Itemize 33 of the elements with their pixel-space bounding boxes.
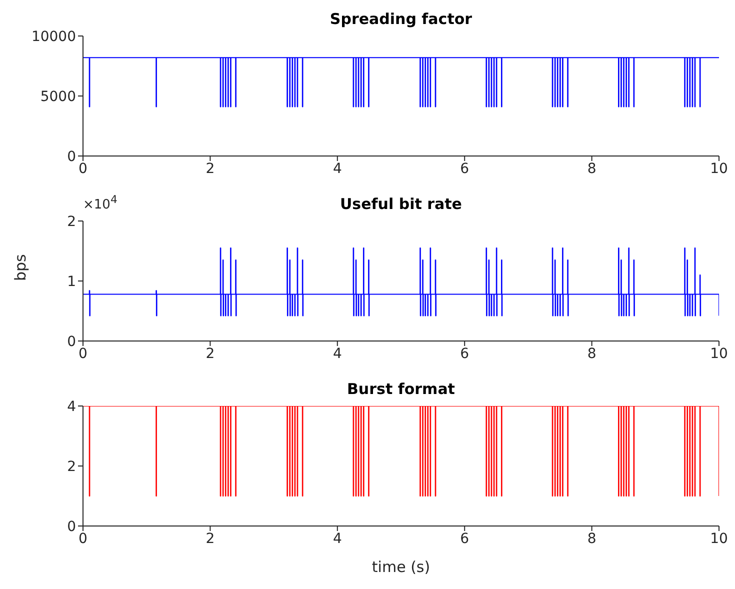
- y-tick-label: 1: [67, 274, 76, 290]
- text: ×10$^{4}$: [83, 193, 118, 212]
- x-tick-label: 10: [710, 346, 728, 362]
- chart-title: Burst format: [346, 380, 456, 398]
- x-tick-label: 4: [332, 530, 342, 547]
- x-tick-label: 0: [78, 346, 88, 362]
- x-tick-label: 6: [460, 530, 470, 547]
- y-tick-label: 0: [67, 518, 76, 535]
- x-tick-label: 2: [206, 346, 215, 362]
- chart-title: Spreading factor: [328, 10, 474, 28]
- y-tick-label: 0: [67, 334, 76, 350]
- y-tick-label: 4: [67, 398, 76, 415]
- x-tick-label: 10: [710, 530, 728, 547]
- y-axis-title: bps: [11, 254, 30, 281]
- x-tick-label: 8: [587, 160, 596, 177]
- y-tick-label: 10000: [31, 28, 76, 45]
- x-tick-label: 4: [332, 160, 342, 177]
- x-tick-label: 8: [587, 346, 596, 362]
- x-tick-label: 6: [460, 346, 470, 362]
- x-tick-label: 2: [206, 530, 215, 547]
- y-tick-label: 5000: [40, 88, 76, 105]
- x-axis-title: time (s): [372, 558, 430, 576]
- y-tick-label: 0: [67, 148, 76, 165]
- y-tick-label: 2: [67, 214, 76, 230]
- x-tick-label: 2: [206, 160, 215, 177]
- x-tick-label: 8: [587, 530, 596, 547]
- x-tick-label: 0: [78, 160, 88, 177]
- x-tick-label: 0: [78, 530, 88, 547]
- x-tick-label: 6: [460, 160, 470, 177]
- y-tick-label: 2: [67, 458, 76, 475]
- x-tick-label: 10: [710, 160, 728, 177]
- chart-title: Useful bit rate: [340, 195, 462, 213]
- x-tick-label: 4: [332, 346, 342, 362]
